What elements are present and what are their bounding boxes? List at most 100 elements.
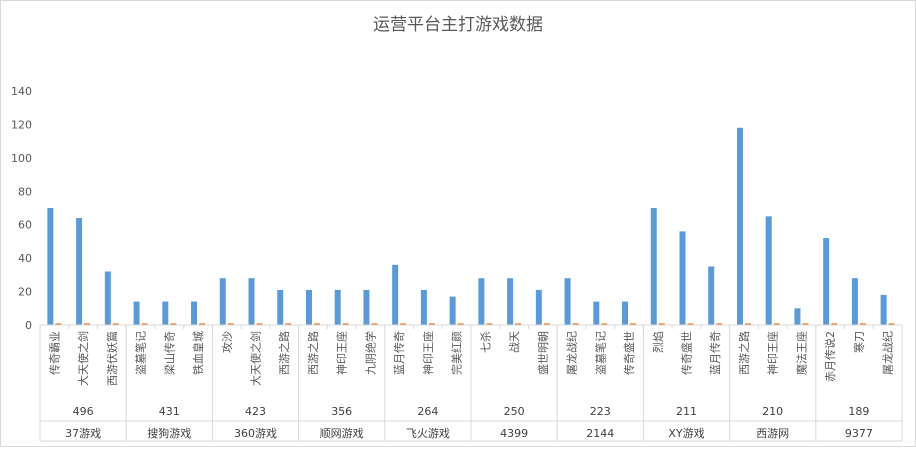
bar-secondary (457, 323, 464, 325)
bar-secondary (227, 323, 234, 325)
bar-secondary (400, 323, 407, 325)
bar (564, 278, 571, 325)
x-tick-label: 九阴绝学 (363, 331, 377, 375)
bar (650, 208, 657, 325)
x-tick-label: 烈焰 (651, 331, 665, 353)
y-tick-label: 0 (25, 319, 32, 332)
group-total-label: 264 (417, 405, 438, 418)
bar (104, 271, 111, 325)
bar (449, 296, 456, 325)
group-platform-label: XY游戏 (668, 427, 704, 440)
chart-title: 运营平台主打游戏数据 (373, 15, 543, 35)
bar (708, 266, 715, 325)
bar-secondary (515, 323, 522, 325)
group-platform-label: 顺网游戏 (320, 427, 364, 440)
group-platform-label: 4399 (500, 427, 528, 440)
group-total-label: 356 (331, 405, 352, 418)
bar (880, 294, 887, 325)
group-platform-label: 37游戏 (65, 427, 101, 440)
x-tick-label: 大天使之剑 (76, 331, 90, 386)
y-tick-label: 140 (11, 85, 32, 98)
bar (794, 308, 801, 325)
group-total-label: 210 (762, 405, 783, 418)
y-tick-label: 80 (18, 185, 32, 198)
bar (507, 278, 514, 325)
x-tick-label: 攻沙 (220, 331, 234, 353)
bar (47, 208, 54, 325)
bar-secondary (658, 323, 665, 325)
x-tick-label: 战天 (508, 331, 521, 353)
group-total-label: 250 (504, 405, 525, 418)
bar-secondary (170, 323, 177, 325)
y-axis: 0 20 40 60 80 100 120 140 (11, 85, 32, 332)
group-platform-label: 9377 (845, 427, 873, 440)
x-tick-label: 西游之路 (277, 331, 291, 375)
y-tick-label: 20 (18, 286, 32, 299)
bar-secondary (773, 323, 780, 325)
bar-secondary (888, 323, 895, 325)
bar-secondary (55, 323, 62, 325)
bar-secondary (859, 323, 866, 325)
group-platform-label: 2144 (586, 427, 614, 440)
bar-secondary (285, 323, 292, 325)
bar (248, 278, 255, 325)
group-total-label: 496 (73, 405, 94, 418)
x-tick-label: 寒刀 (852, 331, 866, 353)
bar (478, 278, 485, 325)
bar (622, 301, 629, 325)
bar-secondary (572, 323, 579, 325)
bar-secondary (831, 323, 838, 325)
x-tick-label: 传奇盛世 (622, 331, 636, 375)
bar-secondary (687, 323, 694, 325)
bar (420, 289, 427, 325)
bar-secondary (371, 323, 378, 325)
x-tick-label: 屠龙战纪 (566, 331, 579, 375)
x-tick-label: 西游之路 (306, 331, 320, 375)
x-tick-label: 西游伏妖篇 (105, 331, 119, 386)
group-platform-label: 飞火游戏 (406, 427, 450, 440)
bar-secondary (428, 323, 435, 325)
bar-secondary (543, 323, 550, 325)
bar-secondary (199, 323, 206, 325)
bar (162, 301, 169, 325)
bar (334, 289, 341, 325)
bar-secondary (802, 323, 809, 325)
x-tick-label: 魔法王座 (794, 331, 808, 375)
group-total-label: 431 (159, 405, 180, 418)
bar (851, 278, 858, 325)
group-total-label: 211 (676, 405, 697, 418)
x-tick-label: 盛世明朝 (536, 331, 550, 375)
bar-secondary (313, 323, 320, 325)
bar-secondary (84, 323, 91, 325)
bar (736, 127, 743, 326)
y-tick-label: 60 (18, 219, 32, 232)
group-platform-label: 西游网 (756, 427, 789, 440)
bar (392, 264, 399, 325)
x-tick-label: 铁血皇城 (191, 331, 205, 375)
bar (363, 289, 370, 325)
x-tick-label: 完美红颜 (450, 331, 464, 375)
x-tick-label: 蓝月传奇 (709, 331, 722, 375)
group-platform-label: 360游戏 (234, 427, 277, 440)
group-total-label: 189 (848, 405, 869, 418)
bar (679, 231, 686, 325)
bar (219, 278, 226, 325)
bar (191, 301, 198, 325)
bar-secondary (486, 323, 493, 325)
bar (593, 301, 600, 325)
bar (305, 289, 312, 325)
bar-secondary (744, 323, 751, 325)
x-tick-label: 梁山传奇 (162, 331, 176, 375)
bar-secondary (601, 323, 608, 325)
x-tick-label: 传奇盛世 (680, 331, 694, 375)
x-tick-label: 盗墓笔记 (593, 331, 607, 375)
bar-secondary (141, 323, 148, 325)
group-total-label: 423 (245, 405, 266, 418)
x-tick-label: 大天使之剑 (249, 331, 263, 386)
x-tick-label: 七杀 (478, 331, 492, 353)
bar (133, 301, 140, 325)
bar-secondary (342, 323, 349, 325)
x-tick-label: 西游之路 (737, 331, 751, 375)
